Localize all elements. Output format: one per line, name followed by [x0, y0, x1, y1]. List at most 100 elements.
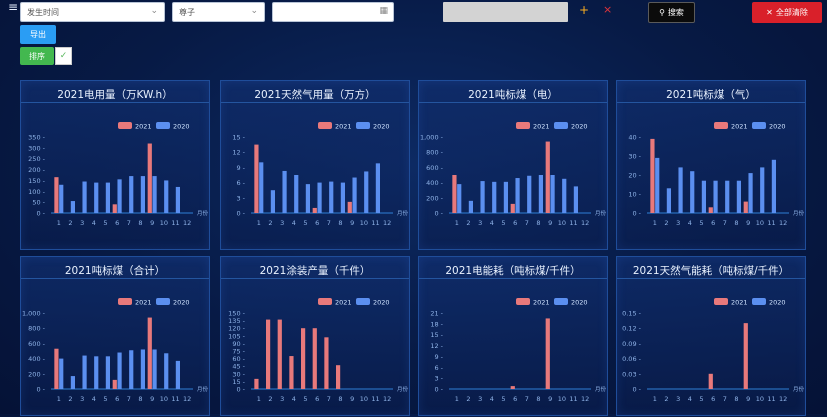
bar-2021[interactable] — [452, 175, 457, 213]
bar-2020[interactable] — [82, 355, 87, 389]
legend-swatch[interactable] — [752, 122, 766, 129]
bar-2020[interactable] — [94, 182, 99, 213]
bar-2021[interactable] — [54, 177, 59, 213]
legend-swatch[interactable] — [752, 298, 766, 305]
legend-label[interactable]: 2021 — [135, 299, 152, 307]
legend-label[interactable]: 2021 — [335, 123, 352, 131]
legend-swatch[interactable] — [714, 122, 728, 129]
add-icon[interactable]: + — [579, 3, 590, 17]
legend-label[interactable]: 2020 — [373, 123, 390, 131]
bar-2020[interactable] — [105, 356, 110, 389]
bar-2021[interactable] — [147, 143, 152, 213]
bar-2020[interactable] — [701, 180, 706, 213]
bar-2021[interactable] — [266, 319, 271, 389]
bar-2020[interactable] — [690, 171, 695, 213]
export-button[interactable]: 导出 — [20, 25, 56, 44]
bar-2020[interactable] — [468, 200, 473, 213]
bar-2021[interactable] — [312, 328, 317, 389]
legend-label[interactable]: 2021 — [135, 123, 152, 131]
filter-select-1[interactable]: 发生时间 ⌄ — [20, 2, 165, 22]
bar-2020[interactable] — [492, 181, 497, 213]
bar-2021[interactable] — [545, 318, 550, 389]
legend-swatch[interactable] — [554, 122, 568, 129]
bar-2020[interactable] — [129, 350, 134, 389]
bar-2020[interactable] — [294, 175, 299, 213]
bar-2021[interactable] — [112, 204, 117, 213]
filter-select-2[interactable]: 尊子 ⌄ — [172, 2, 265, 22]
bar-2021[interactable] — [545, 141, 550, 213]
legend-swatch[interactable] — [714, 298, 728, 305]
bar-2020[interactable] — [736, 180, 741, 213]
menu-icon[interactable]: ≡ — [8, 0, 19, 14]
bar-2020[interactable] — [105, 182, 110, 213]
bar-2021[interactable] — [743, 201, 748, 213]
bar-2020[interactable] — [713, 180, 718, 213]
legend-label[interactable]: 2021 — [731, 123, 748, 131]
legend-swatch[interactable] — [554, 298, 568, 305]
bar-2020[interactable] — [270, 190, 275, 213]
bar-2020[interactable] — [305, 184, 310, 213]
clear-all-button[interactable]: ✕ 全部清除 — [752, 2, 822, 23]
bar-2020[interactable] — [117, 352, 122, 389]
bar-2020[interactable] — [94, 356, 99, 389]
bar-2020[interactable] — [352, 177, 357, 213]
bar-2020[interactable] — [164, 180, 169, 213]
bar-2020[interactable] — [129, 176, 134, 213]
legend-label[interactable]: 2020 — [173, 299, 190, 307]
remove-icon[interactable]: × — [603, 3, 613, 16]
bar-2020[interactable] — [140, 349, 145, 389]
legend-label[interactable]: 2020 — [571, 123, 588, 131]
bar-2020[interactable] — [70, 376, 75, 389]
legend-label[interactable]: 2021 — [731, 299, 748, 307]
bar-2020[interactable] — [515, 178, 520, 213]
bar-2020[interactable] — [175, 186, 180, 213]
legend-label[interactable]: 2020 — [769, 123, 786, 131]
bar-2020[interactable] — [175, 360, 180, 389]
bar-2021[interactable] — [347, 201, 352, 213]
bar-2020[interactable] — [340, 182, 345, 213]
bar-2020[interactable] — [655, 157, 660, 213]
search-button[interactable]: ⚲ 搜索 — [648, 2, 695, 23]
bar-2020[interactable] — [329, 181, 334, 213]
bar-2020[interactable] — [480, 181, 485, 213]
bar-2020[interactable] — [59, 358, 64, 389]
date-input[interactable]: ▦ — [272, 2, 394, 22]
bar-2020[interactable] — [282, 170, 287, 213]
legend-label[interactable]: 2021 — [533, 299, 550, 307]
bar-2020[interactable] — [760, 167, 765, 213]
bar-2021[interactable] — [336, 365, 341, 389]
bar-2021[interactable] — [254, 378, 259, 389]
legend-swatch[interactable] — [356, 122, 370, 129]
legend-swatch[interactable] — [318, 298, 332, 305]
legend-swatch[interactable] — [156, 298, 170, 305]
legend-swatch[interactable] — [318, 122, 332, 129]
bar-2021[interactable] — [112, 379, 117, 389]
bar-2020[interactable] — [725, 180, 730, 213]
bar-2020[interactable] — [152, 176, 157, 213]
bar-2021[interactable] — [54, 348, 59, 389]
legend-swatch[interactable] — [156, 122, 170, 129]
bar-2020[interactable] — [364, 171, 369, 213]
bar-2020[interactable] — [573, 186, 578, 213]
disabled-input[interactable] — [443, 2, 568, 22]
bar-2021[interactable] — [708, 373, 713, 389]
legend-label[interactable]: 2020 — [173, 123, 190, 131]
bar-2020[interactable] — [82, 181, 87, 213]
bar-2021[interactable] — [289, 356, 294, 389]
bar-2020[interactable] — [748, 173, 753, 213]
bar-2020[interactable] — [117, 179, 122, 213]
legend-swatch[interactable] — [516, 122, 530, 129]
bar-2020[interactable] — [678, 167, 683, 213]
bar-2020[interactable] — [538, 175, 543, 213]
bar-2020[interactable] — [140, 176, 145, 213]
bar-2020[interactable] — [527, 175, 532, 213]
bar-2020[interactable] — [666, 188, 671, 213]
bar-2021[interactable] — [312, 207, 317, 213]
legend-swatch[interactable] — [356, 298, 370, 305]
bar-2020[interactable] — [550, 175, 555, 213]
bar-2020[interactable] — [259, 162, 264, 213]
bar-2021[interactable] — [147, 317, 152, 389]
bar-2021[interactable] — [650, 138, 655, 213]
bar-2021[interactable] — [254, 144, 259, 213]
sort-button[interactable]: 排序 — [20, 47, 54, 65]
